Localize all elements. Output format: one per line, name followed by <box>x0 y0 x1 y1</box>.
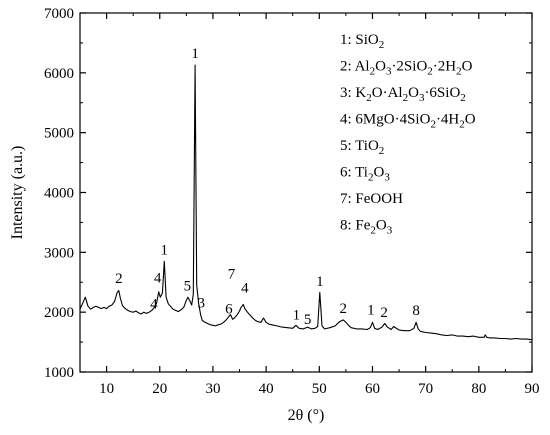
legend-entry: 1: SiO2 <box>340 32 384 51</box>
peak-label: 5 <box>184 279 192 295</box>
peak-label: 6 <box>225 301 233 317</box>
x-tick-label: 60 <box>365 381 380 397</box>
x-tick-label: 20 <box>152 381 167 397</box>
y-tick-label: 5000 <box>44 126 74 142</box>
legend: 1: SiO2 2: Al2O3·2SiO2·2H2O 3: K2O·Al2O3·6… <box>340 32 476 237</box>
peak-label: 5 <box>304 312 312 328</box>
legend-entry: 5: TiO2 <box>340 138 384 157</box>
legend-entry: 6: Ti2O3 <box>340 165 390 184</box>
peak-label: 4 <box>241 280 249 296</box>
series-line <box>79 64 533 341</box>
legend-entry: 4: 6MgO·4SiO2·4H2O <box>340 112 476 131</box>
peak-label: 2 <box>339 301 347 317</box>
peak-label: 1 <box>367 303 375 319</box>
peak-label: 2 <box>115 271 123 287</box>
y-tick-label: 2000 <box>44 305 74 321</box>
x-tick-label: 30 <box>205 381 220 397</box>
y-tick-label: 4000 <box>44 186 74 202</box>
peak-label: 1 <box>316 274 324 290</box>
peak-label: 8 <box>412 303 420 319</box>
peak-label: 7 <box>228 267 236 283</box>
peak-label: 3 <box>197 295 205 311</box>
legend-entry: 3: K2O·Al2O3·6SiO2 <box>340 85 466 104</box>
x-axis-label: 2θ (°) <box>288 407 325 424</box>
peak-label: 1 <box>191 46 199 62</box>
legend-entry: 7: FeOOH <box>340 191 403 207</box>
x-tick-label: 70 <box>418 381 433 397</box>
peak-label: 4 <box>154 270 162 286</box>
peak-label: 1 <box>161 243 169 259</box>
peak-label: 1 <box>293 307 301 323</box>
legend-entry: 8: Fe2O3 <box>340 218 393 237</box>
peak-label: 2 <box>380 305 388 321</box>
y-tick-label: 6000 <box>44 66 74 82</box>
axes: 10 20 30 40 50 60 70 80 90 1000 2000 3000 4000 5000 60… <box>44 6 540 397</box>
x-tick-label: 80 <box>471 381 486 397</box>
peak-label: 4 <box>150 297 158 313</box>
series-layer <box>79 64 533 341</box>
y-axis-label: Intensity (a.u.) <box>9 146 26 240</box>
y-tick-label: 7000 <box>44 6 74 22</box>
x-tick-label: 90 <box>525 381 540 397</box>
x-tick-label: 50 <box>312 381 327 397</box>
y-tick-label: 3000 <box>44 245 74 261</box>
legend-entry: 2: Al2O3·2SiO2·2H2O <box>340 59 473 78</box>
x-tick-label: 10 <box>99 381 114 397</box>
x-tick-label: 40 <box>259 381 274 397</box>
y-tick-label: 1000 <box>44 365 74 381</box>
